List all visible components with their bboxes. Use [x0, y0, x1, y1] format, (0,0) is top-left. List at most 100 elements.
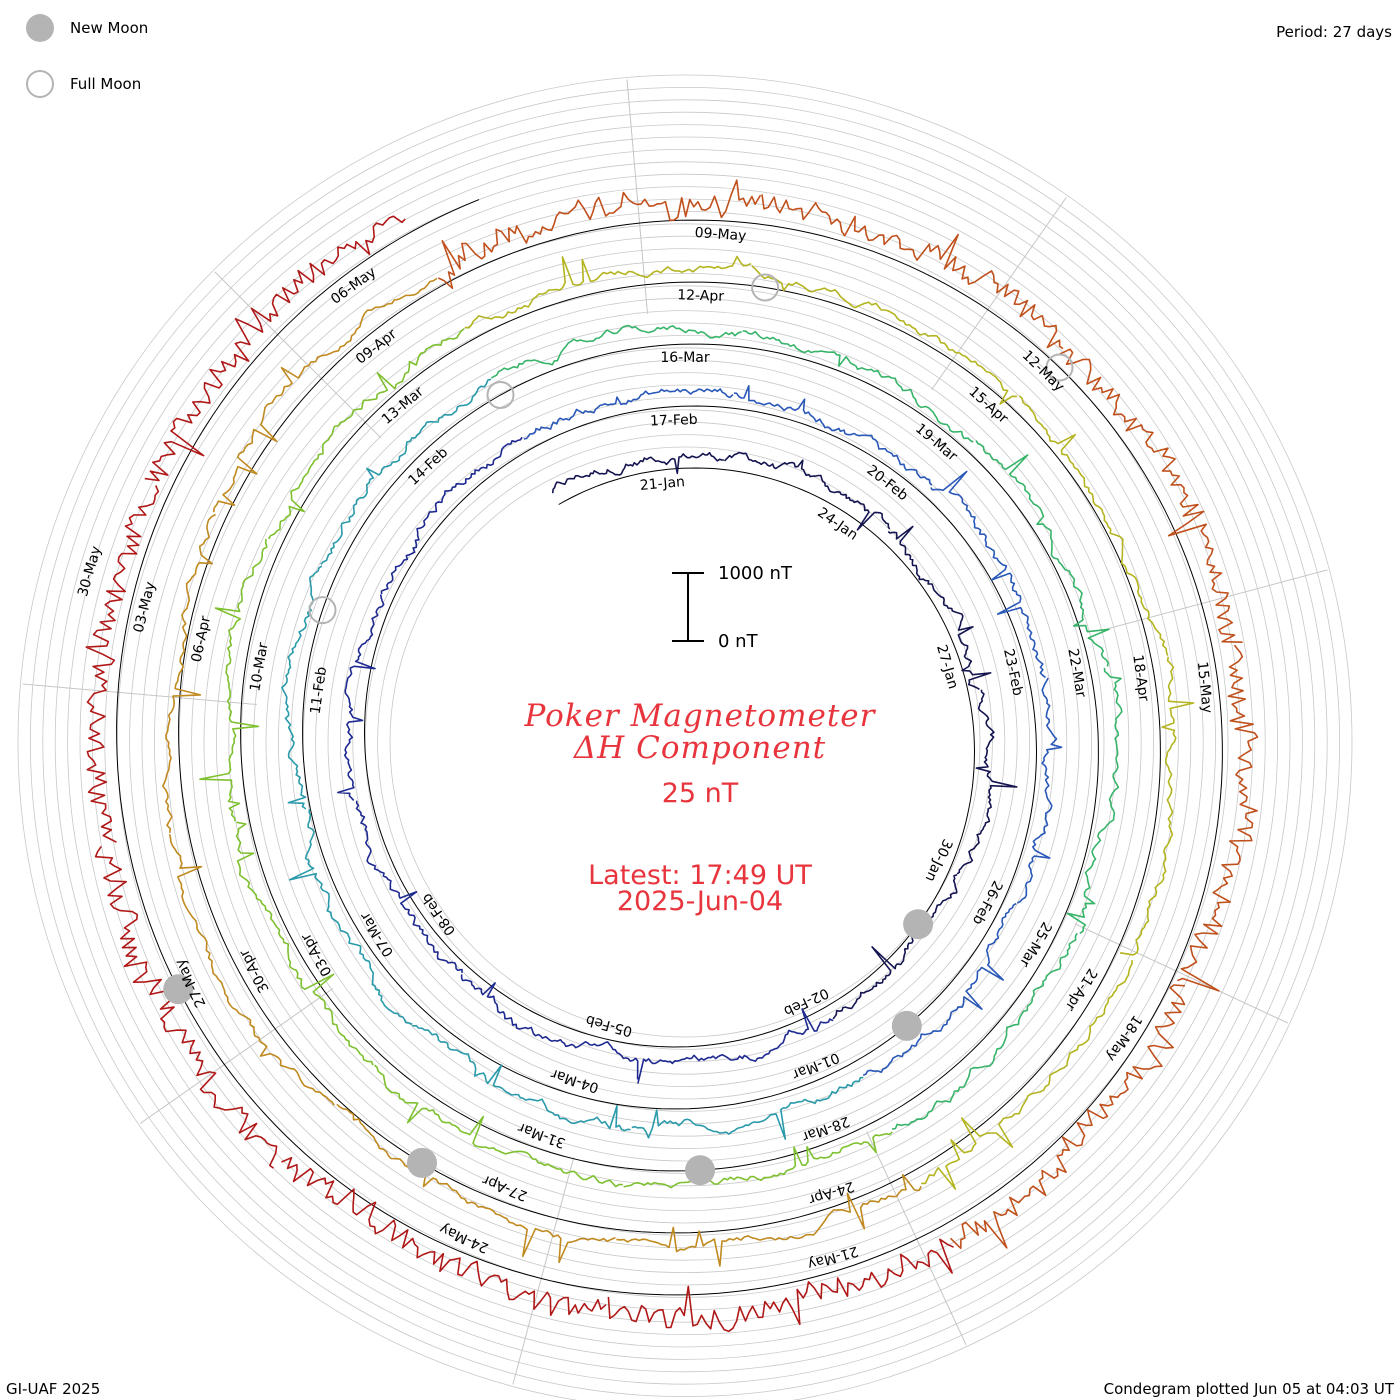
- trace-segment: [144, 215, 406, 482]
- grid-ring: [377, 434, 993, 1050]
- trace-segment: [623, 1131, 893, 1189]
- date-label: 18-May: [1103, 1012, 1145, 1064]
- latest-time: Latest: 17:49 UT: [588, 860, 812, 891]
- trace-segment: [336, 594, 385, 801]
- new-moon-marker: [163, 974, 194, 1005]
- grid-spoke: [1074, 923, 1288, 1024]
- new-moon-marker: [891, 1010, 922, 1041]
- trace-segment: [1119, 656, 1195, 956]
- legend-new-moon: New Moon: [26, 14, 148, 42]
- trace-segment: [921, 960, 1133, 1190]
- date-label: 09-May: [694, 225, 747, 245]
- trace-segment: [862, 902, 1017, 1076]
- grid-spoke: [866, 1131, 967, 1345]
- date-label: 21-Jan: [639, 474, 685, 494]
- grid-ring: [389, 446, 981, 1038]
- date-label: 16-Mar: [660, 350, 710, 366]
- date-label: 22-Mar: [1064, 647, 1088, 699]
- grid-ring: [92, 149, 1278, 1335]
- grid-ring: [104, 161, 1266, 1323]
- grid-ring: [327, 384, 1043, 1100]
- full-moon-marker: [308, 596, 337, 625]
- grid-spoke: [140, 988, 334, 1124]
- grid-ring: [215, 272, 1155, 1212]
- data-traces: [85, 179, 1259, 1333]
- date-label: 24-May: [437, 1220, 491, 1256]
- grid-ring: [203, 260, 1167, 1224]
- date-label: 28-Mar: [800, 1113, 852, 1145]
- date-label: 19-Mar: [912, 421, 960, 465]
- period-label: Period: 27 days: [1276, 23, 1392, 41]
- grid-spoke: [1100, 569, 1328, 632]
- trace-segment: [281, 1156, 607, 1316]
- trace-segment: [631, 1076, 864, 1140]
- grid-ring: [42, 99, 1328, 1385]
- date-label: 18-Apr: [1129, 654, 1151, 703]
- trace-segment: [551, 451, 724, 494]
- date-label: 20-Feb: [863, 462, 910, 504]
- scale-top-label: 1000 nT: [718, 563, 792, 584]
- trace-segment: [975, 440, 1110, 667]
- full-moon-marker: [1045, 353, 1074, 382]
- grid-ring: [352, 409, 1018, 1075]
- trace-segment: [761, 194, 1064, 350]
- date-label: 06-Apr: [189, 614, 214, 663]
- trace-segment: [733, 384, 933, 486]
- trace-segment: [491, 324, 742, 379]
- trace-segment: [168, 834, 335, 1106]
- date-label: 25-Mar: [1016, 919, 1055, 970]
- date-label: 17-Feb: [650, 412, 698, 430]
- trace-segment: [267, 328, 465, 540]
- grid-spoke: [626, 79, 648, 314]
- date-label: 06-May: [328, 264, 379, 307]
- date-label: 21-Apr: [1062, 965, 1100, 1013]
- moon-markers: [163, 273, 1074, 1186]
- grid-spokes: [22, 79, 1328, 1385]
- new-moon-icon: [26, 14, 54, 42]
- legend-full-moon: Full Moon: [26, 70, 141, 98]
- trace-segment: [1059, 348, 1243, 643]
- grid-ring: [277, 334, 1093, 1150]
- date-label: 31-Mar: [516, 1119, 568, 1151]
- date-label: 24-Jan: [814, 505, 860, 544]
- trace-segment: [751, 265, 1018, 405]
- trace-segment: [464, 255, 752, 329]
- date-label: 27-Apr: [480, 1171, 530, 1203]
- date-label: 21-May: [806, 1242, 860, 1272]
- trace-segment: [1018, 395, 1169, 656]
- date-label: 27-Jan: [933, 643, 961, 691]
- trace-segment: [94, 845, 278, 1169]
- trace-segment: [523, 388, 734, 440]
- chart-title-line2: ΔH Component: [573, 730, 827, 766]
- trace-segment: [930, 470, 1046, 679]
- new-moon-marker: [407, 1147, 437, 1178]
- grid-ring: [79, 136, 1291, 1348]
- trace-segment: [412, 1025, 631, 1132]
- scale-bottom-label: 0 nT: [718, 631, 758, 652]
- trace-segment: [1066, 667, 1123, 934]
- trace-segment: [355, 800, 463, 973]
- trace-segment: [832, 873, 958, 1020]
- new-moon-marker: [903, 909, 934, 940]
- scale-value: 25 nT: [661, 778, 739, 809]
- full-moon-marker: [751, 273, 780, 302]
- trace-segment: [891, 932, 1078, 1130]
- trace-segment: [336, 1103, 616, 1264]
- date-label: 03-Apr: [298, 930, 335, 979]
- grid-spoke: [931, 197, 1067, 391]
- baseline-spiral: [116, 199, 1223, 1296]
- grid-ring: [265, 322, 1105, 1162]
- date-label: 23-Feb: [1000, 647, 1026, 697]
- date-label: 04-Mar: [549, 1065, 601, 1096]
- trace-segment: [742, 330, 974, 443]
- date-label: 30-May: [75, 544, 105, 598]
- chart-title-line1: Poker Magnetometer: [524, 698, 876, 734]
- grid-ring: [290, 347, 1080, 1137]
- trace-segment: [212, 277, 438, 513]
- trace-segment: [607, 1238, 954, 1333]
- grid-ring: [54, 111, 1316, 1373]
- date-label: 12-Apr: [677, 287, 725, 305]
- full-moon-marker: [486, 381, 515, 409]
- trace-segment: [887, 525, 992, 691]
